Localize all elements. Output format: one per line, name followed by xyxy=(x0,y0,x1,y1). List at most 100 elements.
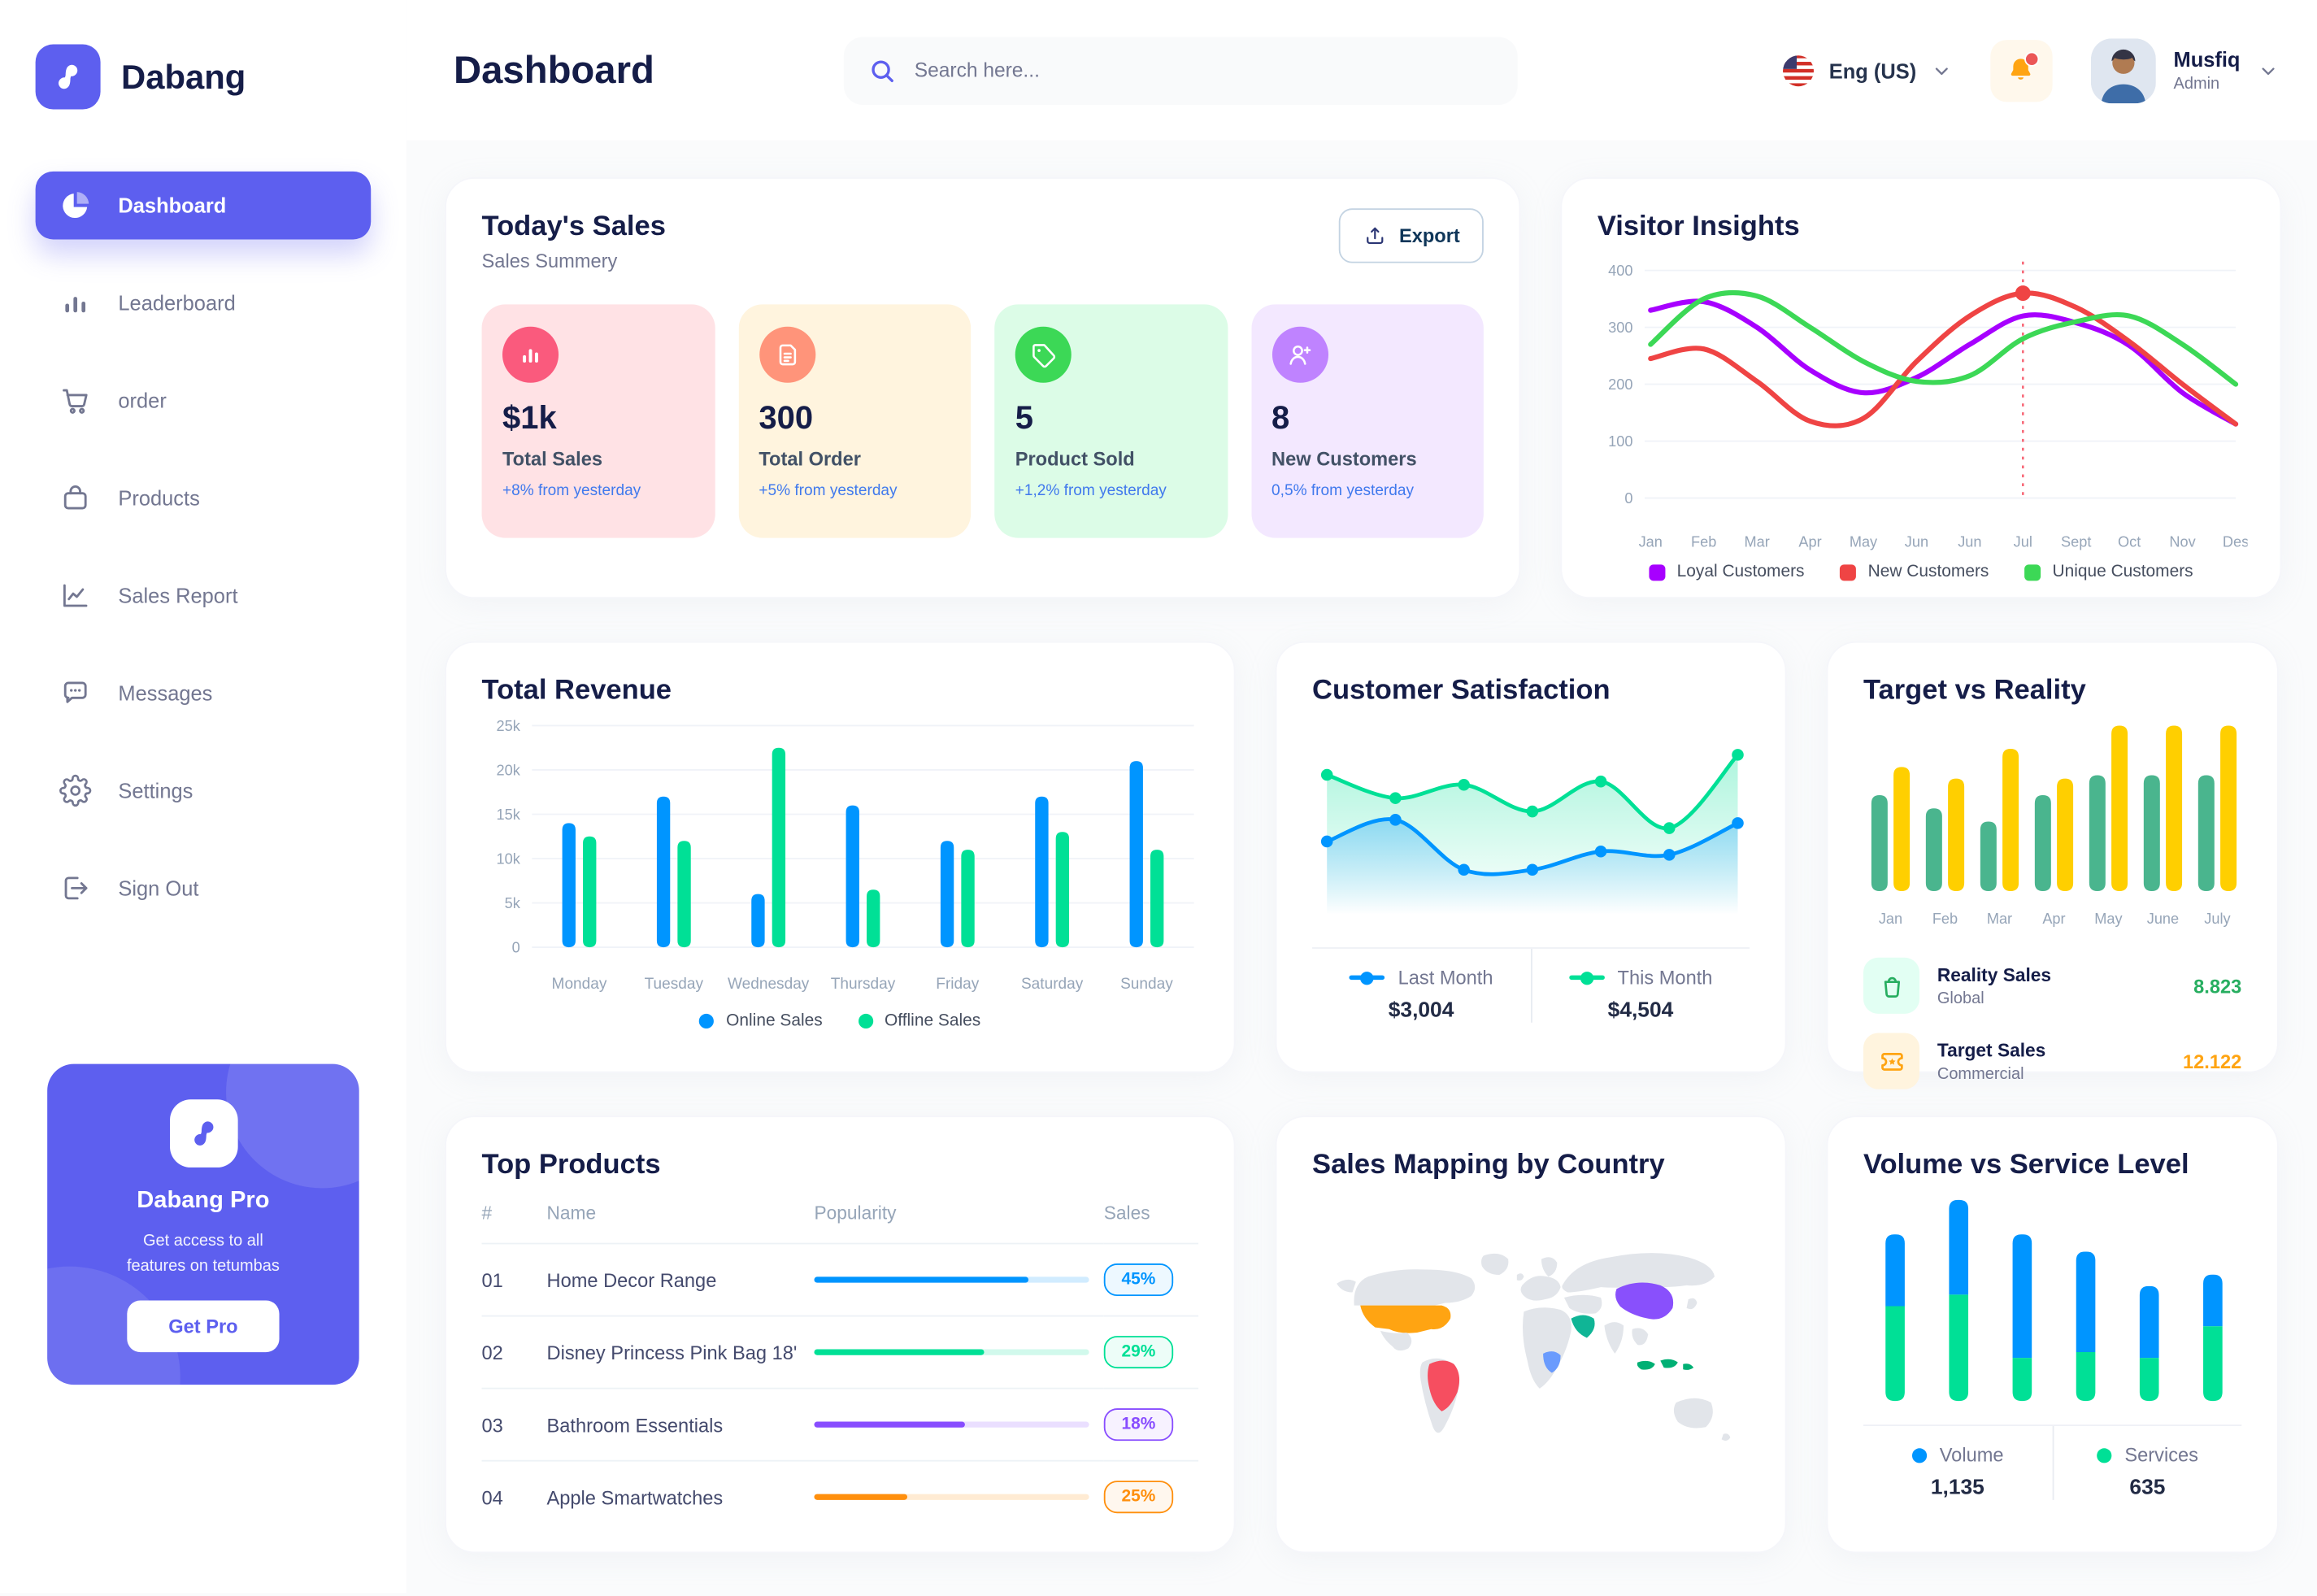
svg-text:Wednesday: Wednesday xyxy=(728,976,810,993)
svg-text:20k: 20k xyxy=(497,762,521,778)
legend-item: This Month $4,504 xyxy=(1530,948,1750,1023)
svg-text:15k: 15k xyxy=(497,807,521,823)
export-icon xyxy=(1363,223,1388,248)
us-flag-icon xyxy=(1782,54,1815,86)
language-selector[interactable]: Eng (US) xyxy=(1782,54,1952,86)
total-revenue-legend: Online Sales Offline Sales xyxy=(482,1012,1199,1030)
svg-text:200: 200 xyxy=(1608,376,1632,393)
legend-item: Unique Customers xyxy=(2024,563,2193,581)
legend-value: 1,135 xyxy=(1930,1476,1984,1500)
get-pro-button[interactable]: Get Pro xyxy=(127,1300,280,1353)
svg-text:Monday: Monday xyxy=(552,976,607,993)
svg-text:0: 0 xyxy=(1624,490,1632,507)
reality-bag-icon xyxy=(1863,957,1920,1014)
country-brazil xyxy=(1428,1360,1460,1411)
svg-text:Oct: Oct xyxy=(2118,534,2141,550)
svg-text:May: May xyxy=(1850,534,1878,550)
volume-service-legend: Volume 1,135 Services 635 xyxy=(1863,1424,2242,1500)
user-role: Admin xyxy=(2173,75,2220,93)
sidebar-item-label: Leaderboard xyxy=(118,291,236,315)
stat-value: $1k xyxy=(502,398,557,437)
legend-item: Volume 1,135 xyxy=(1863,1426,2052,1500)
legend-value: $4,504 xyxy=(1607,998,1674,1023)
svg-text:Saturday: Saturday xyxy=(1021,976,1084,993)
table-row: 01 Home Decor Range 45% xyxy=(481,1243,1199,1317)
target-vs-reality-chart: Jan Feb Mar Apr May June July xyxy=(1863,714,2241,938)
sidebar-item-order[interactable]: order xyxy=(36,367,372,435)
stat-trend: 0,5% from yesterday xyxy=(1272,481,1415,500)
line-chart-icon xyxy=(59,580,92,612)
product-name: Apple Smartwatches xyxy=(546,1485,724,1508)
dabang-pro-logo-icon xyxy=(169,1099,237,1168)
stat-trend: +1,2% from yesterday xyxy=(1015,481,1167,500)
stat-value: 5 xyxy=(1015,398,1033,437)
sidebar-item-sign-out[interactable]: Sign Out xyxy=(36,855,372,923)
stat-trend: +8% from yesterday xyxy=(502,481,641,500)
svg-text:Sept: Sept xyxy=(2061,534,2091,550)
svg-text:Feb: Feb xyxy=(1691,534,1716,550)
country-china xyxy=(1615,1282,1674,1320)
sales-badge: 45% xyxy=(1103,1263,1174,1297)
tag-icon xyxy=(1015,326,1072,383)
content: Today's Sales Sales Summery Export $1k To… xyxy=(406,140,2317,1596)
bar-chart-icon xyxy=(59,287,92,320)
search-icon xyxy=(867,55,897,85)
sales-mapping-card: Sales Mapping by Country xyxy=(1275,1115,1787,1554)
table-row: 04 Apple Smartwatches 25% xyxy=(482,1461,1199,1533)
customer-satisfaction-card: Customer Satisfaction Last Month $3,004 Th… xyxy=(1275,641,1787,1073)
legend-item: Loyal Customers xyxy=(1649,563,1805,581)
product-name: Bathroom Essentials xyxy=(546,1388,815,1462)
sidebar-item-products[interactable]: Products xyxy=(36,464,372,533)
world-map xyxy=(1312,1197,1750,1501)
svg-text:July: July xyxy=(2204,911,2231,927)
user-menu[interactable]: Musfiq Admin xyxy=(2090,37,2279,103)
todays-sales-subtitle: Sales Summery xyxy=(481,250,618,272)
gear-icon xyxy=(59,774,92,807)
order-file-icon xyxy=(759,326,815,383)
sidebar-item-messages[interactable]: Messages xyxy=(36,659,372,728)
product-rank: 02 xyxy=(481,1316,547,1389)
promo-title: Dabang Pro xyxy=(137,1188,270,1214)
visitor-insights-card: Visitor Insights 0 100 200 300 400 Jan Feb Mar A… xyxy=(1560,177,2282,599)
sidebar-item-sales-report[interactable]: Sales Report xyxy=(36,562,372,630)
legend-value: 635 xyxy=(2129,1476,2166,1500)
notifications-button[interactable] xyxy=(1990,39,2053,102)
sign-out-icon xyxy=(59,872,92,904)
sidebar-nav: Dashboard Leaderboard order Products Sales R… xyxy=(0,171,406,952)
popularity-bar xyxy=(814,1276,1089,1283)
svg-text:400: 400 xyxy=(1608,263,1632,279)
stat-label: Product Sold xyxy=(1015,447,1135,470)
legend-row-reality-sales: Reality Sales Global 8.823 xyxy=(1863,957,2241,1014)
stat-card-total-sales: $1k Total Sales +8% from yesterday xyxy=(481,304,715,538)
table-row: 03 Bathroom Essentials 18% xyxy=(481,1388,1199,1462)
sidebar-item-label: Dashboard xyxy=(118,194,227,218)
stat-label: Total Order xyxy=(759,447,861,470)
sidebar: Dabang Dashboard Leaderboard order Products… xyxy=(0,0,406,1594)
svg-text:Jan: Jan xyxy=(1879,911,1902,927)
sidebar-item-label: Sign Out xyxy=(118,876,199,900)
sales-stat-cards: $1k Total Sales +8% from yesterday 300 Total… xyxy=(481,304,1484,538)
svg-text:Mar: Mar xyxy=(1987,911,2012,927)
top-products-card: Top Products # Name Popularity Sales 01 Home… xyxy=(445,1115,1236,1554)
sidebar-item-leaderboard[interactable]: Leaderboard xyxy=(36,269,372,337)
export-button[interactable]: Export xyxy=(1338,208,1484,263)
stat-value: 300 xyxy=(759,398,814,437)
column-header: Name xyxy=(546,1194,815,1245)
search-input[interactable] xyxy=(911,57,1494,83)
svg-text:Nov: Nov xyxy=(2169,534,2196,550)
total-revenue-title: Total Revenue xyxy=(481,675,672,707)
stat-value: 8 xyxy=(1272,398,1290,437)
legend-name: Target Sales xyxy=(1937,1039,2046,1061)
sales-badge: 29% xyxy=(1103,1336,1174,1369)
brand[interactable]: Dabang xyxy=(0,0,406,110)
popularity-bar xyxy=(814,1494,1089,1500)
legend-value: 12.122 xyxy=(2183,1050,2242,1072)
svg-text:Tuesday: Tuesday xyxy=(645,976,704,993)
notification-dot xyxy=(2024,50,2040,66)
page-title: Dashboard xyxy=(454,47,654,92)
sidebar-item-settings[interactable]: Settings xyxy=(36,757,372,825)
visitor-insights-title: Visitor Insights xyxy=(1597,211,1800,243)
svg-text:Jun: Jun xyxy=(1905,534,1928,550)
sidebar-item-dashboard[interactable]: Dashboard xyxy=(35,171,372,240)
country-saudi_arabia xyxy=(1571,1315,1595,1338)
